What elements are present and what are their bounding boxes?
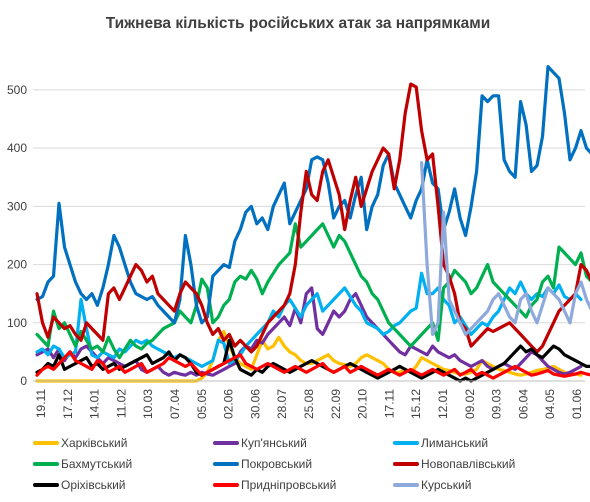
x-tick-label: 04.05 (543, 389, 557, 419)
legend-label: Оріхівський (61, 478, 126, 492)
x-tick-label: 17.12 (61, 389, 75, 419)
y-tick-label: 100 (7, 316, 27, 330)
x-axis-ticks: 19.11 17.12 14.01 11.02 10.03 07.04 05.05 02.06… (34, 389, 584, 419)
y-axis-ticks: 0 100 200 300 400 500 (7, 83, 27, 388)
legend-label: Бахмутський (61, 457, 132, 471)
x-tick-label: 15.12 (409, 389, 423, 419)
series-line-7 (35, 350, 590, 380)
x-tick-label: 07.04 (168, 389, 182, 419)
x-tick-label: 20.10 (356, 389, 370, 419)
x-tick-label: 14.01 (88, 389, 102, 419)
x-tick-label: 19.11 (34, 389, 48, 418)
y-tick-label: 500 (7, 83, 27, 97)
series-line-2 (35, 271, 583, 368)
x-tick-label: 25.08 (302, 389, 316, 419)
x-tick-label: 17.11 (382, 389, 396, 418)
x-tick-label: 30.06 (248, 389, 262, 419)
legend-label: Куп'янський (241, 436, 307, 450)
x-tick-label: 06.04 (516, 389, 530, 419)
series-line-8 (420, 161, 590, 336)
x-tick-label: 28.07 (275, 389, 289, 419)
x-tick-label: 12.01 (436, 389, 450, 419)
legend-label: Новопавлівський (421, 457, 515, 471)
x-tick-label: 02.06 (222, 389, 236, 419)
x-tick-label: 10.03 (141, 389, 155, 419)
series-line-4 (35, 65, 590, 325)
chart-title: Тижнева кількість російських атак за нап… (106, 15, 491, 32)
y-tick-label: 400 (7, 141, 27, 155)
y-tick-label: 200 (7, 258, 27, 272)
legend-label: Харківський (61, 436, 127, 450)
x-tick-label: 11.02 (114, 389, 128, 418)
y-tick-label: 300 (7, 199, 27, 213)
series-lines (35, 65, 590, 383)
x-tick-label: 22.09 (329, 389, 343, 419)
legend-label: Покровський (241, 457, 312, 471)
series-line-3 (35, 222, 590, 360)
legend-label: Лиманський (421, 436, 488, 450)
legend-label: Курський (421, 478, 471, 492)
series-line-5 (35, 82, 590, 354)
x-tick-label: 09.03 (490, 389, 504, 419)
y-tick-label: 0 (20, 374, 27, 388)
x-tick-label: 09.02 (463, 389, 477, 419)
series-line-6 (35, 338, 590, 383)
legend-label: Придніпровський (241, 478, 336, 492)
legend: Харківський Куп'янський Лиманський Бахмутсь… (33, 436, 515, 492)
x-tick-label: 05.05 (195, 389, 209, 419)
x-tick-label: 01.06 (570, 389, 584, 419)
